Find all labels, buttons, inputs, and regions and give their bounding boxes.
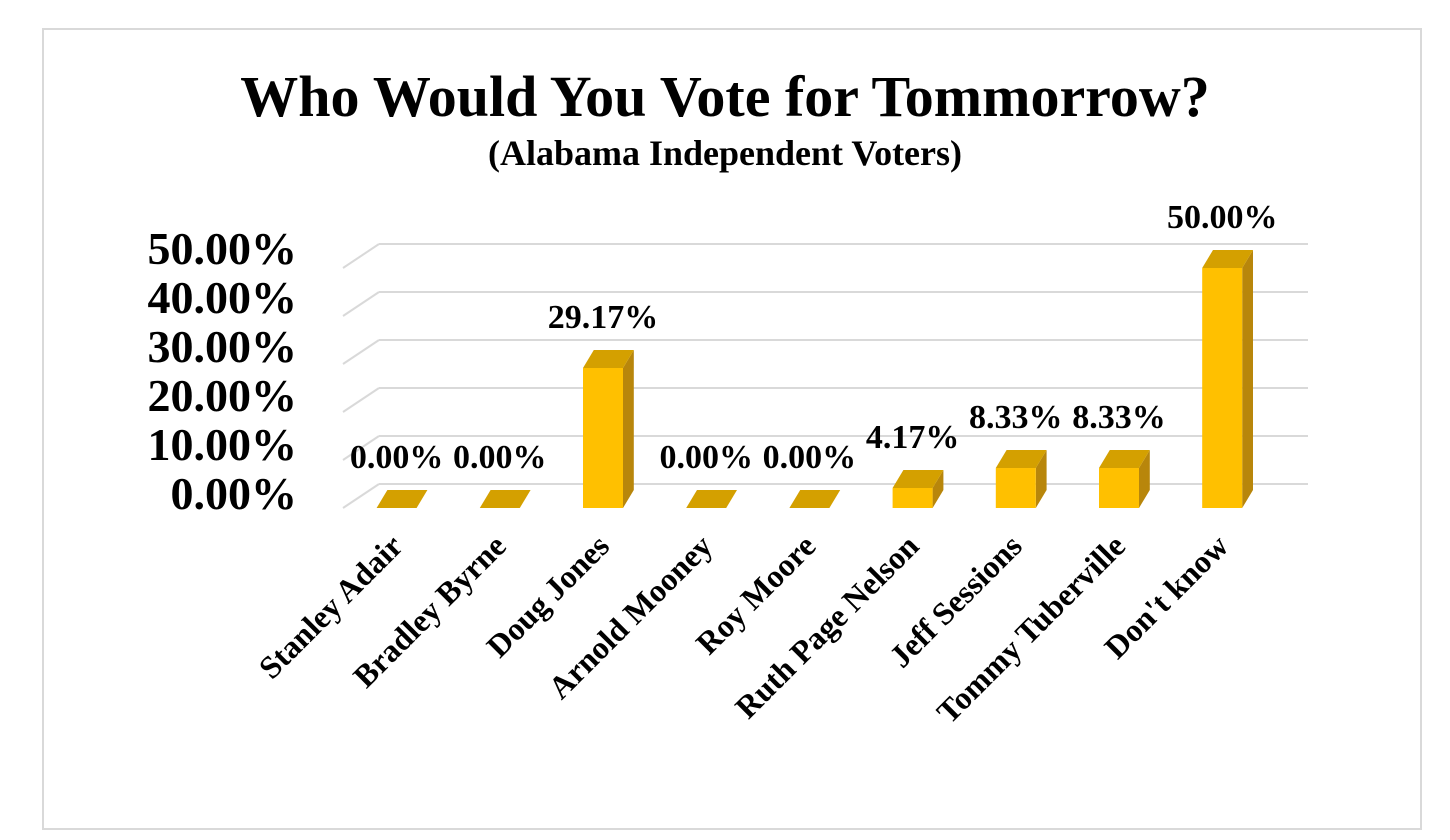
bar-side xyxy=(1139,450,1150,508)
bars-layer xyxy=(376,250,1253,508)
y-tick-label: 40.00% xyxy=(148,272,298,323)
bar-side xyxy=(1035,450,1047,508)
bar-front xyxy=(1099,468,1139,508)
gridline xyxy=(342,483,1308,509)
bar-front xyxy=(583,367,623,508)
bar xyxy=(376,490,428,508)
gridline xyxy=(342,243,1308,269)
bar-front xyxy=(995,468,1036,508)
gridline xyxy=(342,339,1308,365)
bar-front xyxy=(892,487,933,508)
bar-top xyxy=(995,450,1047,469)
y-tick-label: 50.00% xyxy=(148,223,298,274)
x-tick-label: Ruth Page Nelson xyxy=(728,527,926,725)
bar-side xyxy=(623,349,634,508)
bar xyxy=(995,450,1047,508)
y-tick-label: 10.00% xyxy=(148,419,298,470)
data-label: 4.17% xyxy=(866,419,960,456)
data-labels-layer: 0.00% 0.00%29.17%0.00% 0.00%4.17%8.33% 8.33… xyxy=(350,199,1278,476)
bar-top xyxy=(1202,250,1253,268)
bar-front xyxy=(1202,268,1243,508)
bar-top xyxy=(686,490,737,508)
chart-title: Who Would You Vote for Tommorrow? xyxy=(240,64,1210,129)
data-label: 0.00% xyxy=(350,439,444,476)
bar-top xyxy=(1099,450,1150,469)
bar xyxy=(892,469,944,508)
data-label: 0.00% xyxy=(453,439,547,476)
bar-side xyxy=(932,469,944,508)
bar xyxy=(789,490,841,508)
data-label: 8.33% xyxy=(969,399,1063,436)
data-label: 8.33% xyxy=(1072,399,1166,436)
y-tick-label: 20.00% xyxy=(148,370,298,421)
gridline xyxy=(342,387,1308,413)
gridline xyxy=(342,435,1308,461)
y-tick-label: 30.00% xyxy=(148,321,298,372)
bar xyxy=(583,349,634,508)
bar-side xyxy=(1242,250,1253,508)
x-tick-label: Tommy Tuberville xyxy=(929,527,1132,730)
gridline xyxy=(342,291,1308,317)
bar-top xyxy=(892,469,944,488)
data-label: 50.00% xyxy=(1167,199,1278,236)
y-tick-label: 0.00% xyxy=(171,468,298,519)
bar xyxy=(1202,250,1253,508)
data-label: 0.00% xyxy=(763,439,857,476)
data-label: 29.17% xyxy=(548,299,659,336)
bar xyxy=(686,490,737,508)
data-label: 0.00% xyxy=(659,439,753,476)
bar-top xyxy=(583,349,634,368)
bar-top xyxy=(479,490,531,508)
bar xyxy=(1099,450,1150,508)
chart-frame xyxy=(42,28,1422,830)
bar-top xyxy=(376,490,428,508)
grid-layer xyxy=(342,243,1308,509)
y-axis-tick-labels: 0.00%10.00%20.00%30.00%40.00%50.00% xyxy=(148,223,298,519)
bar xyxy=(479,490,531,508)
bar-top xyxy=(789,490,841,508)
chart-subtitle: (Alabama Independent Voters) xyxy=(487,133,963,173)
